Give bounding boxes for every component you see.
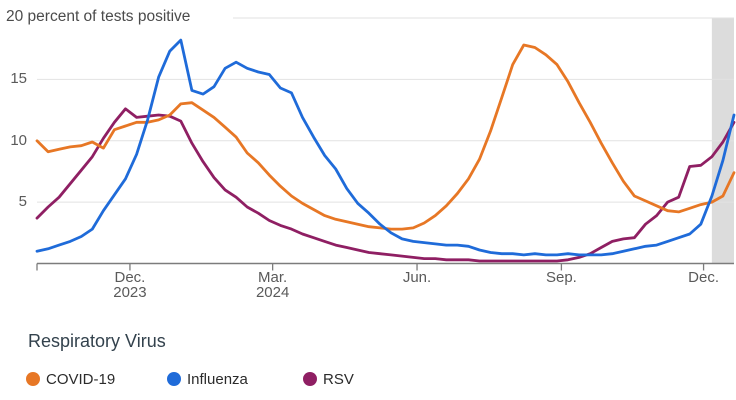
legend-item-influenza[interactable]: Influenza <box>167 371 248 389</box>
plot-area: 20 percent of tests positive 15 10 5 Dec. 20… <box>6 8 736 301</box>
series-line-influenza[interactable] <box>35 38 736 257</box>
legend-dot-icon <box>303 371 317 386</box>
y-axis-title: 20 percent of tests positive <box>6 8 195 26</box>
legend-item-label: COVID-19 <box>46 371 116 389</box>
x-axis-label: Dec. 2023 <box>113 269 147 301</box>
x-axis-label: Jun. <box>402 269 432 286</box>
chart-canvas <box>35 17 736 271</box>
legend-item-label: Influenza <box>187 371 248 389</box>
legend-item-rsv[interactable]: RSV <box>303 371 354 389</box>
x-axis-label: Dec. <box>688 269 719 286</box>
legend-dot-icon <box>26 371 40 386</box>
y-axis-label: 5 <box>18 193 27 211</box>
legend-item-label: RSV <box>323 371 354 389</box>
y-axis-label: 10 <box>10 131 27 149</box>
x-axis-label: Mar. 2024 <box>255 269 290 301</box>
legend-title: Respiratory Virus <box>28 331 166 351</box>
legend-dot-icon <box>167 371 181 386</box>
legend-item-covid-19[interactable]: COVID-19 <box>26 371 115 389</box>
series-line-rsv[interactable] <box>35 107 736 263</box>
x-axis-label: Sep. <box>545 269 577 286</box>
y-axis-label: 15 <box>10 70 27 88</box>
